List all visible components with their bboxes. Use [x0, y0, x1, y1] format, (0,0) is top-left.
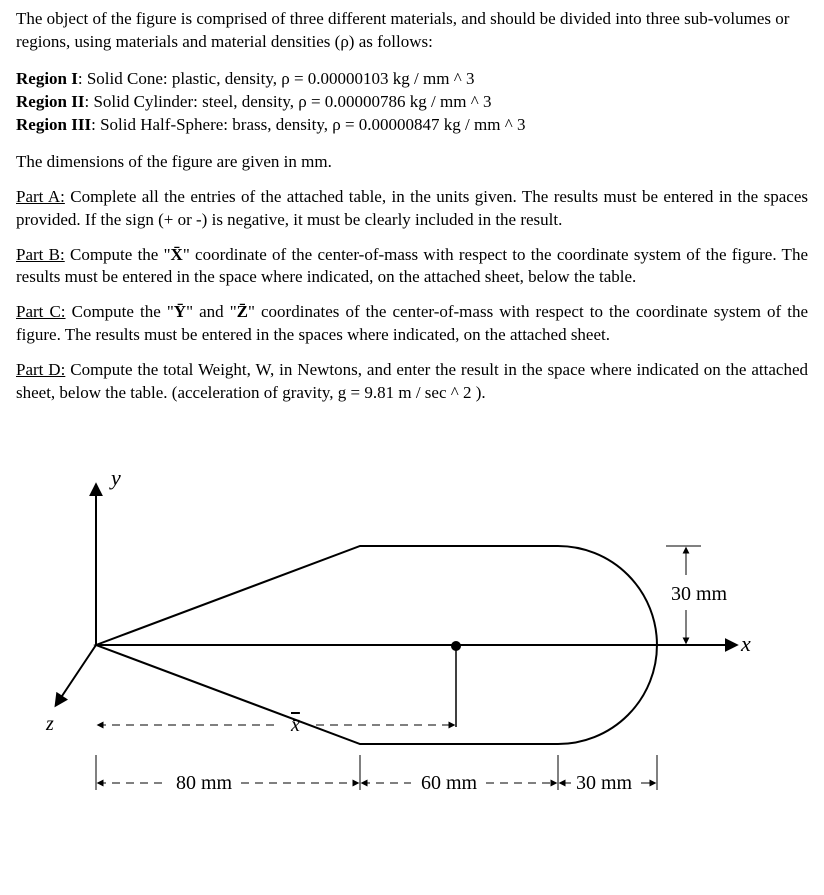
region-2: Region II: Solid Cylinder: steel, densit…: [16, 91, 808, 114]
dim-30-h: 30 mm: [576, 772, 633, 794]
part-c-ybar: Ȳ: [174, 302, 186, 321]
figure-svg: y z x x̄ 80 mm 60 mm 30 mm: [16, 445, 786, 805]
regions-block: Region I: Solid Cone: plastic, density, …: [16, 68, 808, 137]
intro-paragraph: The object of the figure is comprised of…: [16, 8, 808, 54]
part-c: Part C: Compute the "Ȳ" and "Z̄" coordin…: [16, 301, 808, 347]
dimensions-note: The dimensions of the figure are given i…: [16, 151, 808, 174]
region-1-text: : Solid Cone: plastic, density, ρ = 0.00…: [78, 69, 475, 88]
figure: y z x x̄ 80 mm 60 mm 30 mm: [16, 445, 786, 805]
dim-30-v: 30 mm: [671, 583, 728, 605]
region-3-label: Region III: [16, 115, 91, 134]
region-3-text: : Solid Half-Sphere: brass, density, ρ =…: [91, 115, 525, 134]
part-d-text: Compute the total Weight, W, in Newtons,…: [16, 360, 808, 402]
part-b: Part B: Compute the "X̄" coordinate of t…: [16, 244, 808, 290]
part-d-label: Part D:: [16, 360, 65, 379]
z-axis-label: z: [45, 713, 54, 735]
region-1-label: Region I: [16, 69, 78, 88]
part-c-zbar: Z̄: [237, 302, 248, 321]
region-2-label: Region II: [16, 92, 84, 111]
region-2-text: : Solid Cylinder: steel, density, ρ = 0.…: [84, 92, 491, 111]
y-axis-label: y: [109, 465, 121, 490]
region-1: Region I: Solid Cone: plastic, density, …: [16, 68, 808, 91]
part-d: Part D: Compute the total Weight, W, in …: [16, 359, 808, 405]
x-axis-label: x: [740, 631, 751, 656]
region-3: Region III: Solid Half-Sphere: brass, de…: [16, 114, 808, 137]
dim-80: 80 mm: [176, 772, 233, 794]
part-b-label: Part B:: [16, 245, 65, 264]
part-a-label: Part A:: [16, 187, 65, 206]
part-c-text-pre: Compute the ": [66, 302, 174, 321]
part-c-label: Part C:: [16, 302, 66, 321]
part-c-text-mid: " and ": [186, 302, 237, 321]
part-a: Part A: Complete all the entries of the …: [16, 186, 808, 232]
part-a-text: Complete all the entries of the attached…: [16, 187, 808, 229]
part-b-text-pre: Compute the ": [65, 245, 171, 264]
xbar-label: x̄: [290, 714, 300, 736]
dim-60: 60 mm: [421, 772, 478, 794]
part-b-xbar: X̄: [171, 245, 183, 264]
